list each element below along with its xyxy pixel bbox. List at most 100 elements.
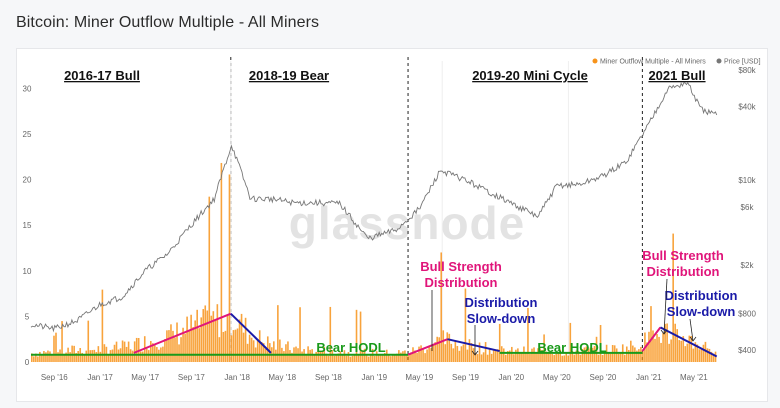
outflow-bar <box>563 355 566 362</box>
outflow-bar <box>91 350 94 362</box>
outflow-bar <box>135 337 138 362</box>
outflow-bar <box>107 354 110 362</box>
outflow-bar <box>186 316 188 362</box>
outflow-bar <box>494 349 497 362</box>
annotation-text: Bull Strength <box>420 259 502 274</box>
outflow-bar <box>551 353 553 362</box>
era-title: 2021 Bull <box>648 68 705 83</box>
outflow-bar <box>527 307 529 362</box>
outflow-bar <box>31 353 33 362</box>
outflow-bar <box>442 330 445 362</box>
outflow-bar <box>561 355 564 362</box>
outflow-bar <box>85 350 88 362</box>
outflow-bar <box>662 332 664 362</box>
outflow-bar <box>424 353 426 362</box>
outflow-bar <box>583 347 586 362</box>
annotation-text: Slow-down <box>667 304 736 319</box>
outflow-bar <box>327 355 330 362</box>
outflow-bar <box>404 350 406 362</box>
outflow-bar <box>502 348 505 362</box>
outflow-bar <box>406 354 408 362</box>
outflow-bar <box>164 339 166 362</box>
outflow-bar <box>329 306 332 362</box>
outflow-bar <box>101 289 104 362</box>
outflow-bar <box>273 341 275 362</box>
outflow-bar <box>33 356 35 362</box>
outflow-bar <box>492 349 495 362</box>
outflow-bar <box>367 356 370 362</box>
outflow-bar <box>392 354 394 362</box>
outflow-bar <box>454 341 457 362</box>
outflow-bar <box>680 340 683 362</box>
outflow-bar <box>69 352 71 362</box>
trend-line <box>133 312 232 354</box>
y-left-tick-label: 20 <box>23 176 32 185</box>
outflow-bar <box>587 348 590 362</box>
outflow-bar <box>696 344 699 362</box>
outflow-bar <box>154 344 156 362</box>
outflow-bar <box>283 351 285 362</box>
outflow-bar <box>428 346 430 362</box>
annotation-text: Bull Strength <box>642 248 724 263</box>
outflow-bar <box>361 350 364 362</box>
outflow-bar <box>511 346 513 362</box>
outflow-bar <box>597 354 600 362</box>
outflow-bar <box>299 307 301 362</box>
outflow-bar <box>99 351 102 362</box>
chart-container: glassnode Sep '16 Jan '17 May '17 Sep '17 Jan… <box>16 48 768 402</box>
x-tick-label: Sep '19 <box>452 373 479 382</box>
outflow-bar <box>230 335 233 362</box>
outflow-bar <box>521 353 523 362</box>
outflow-bar <box>559 349 562 362</box>
outflow-bar <box>468 339 471 362</box>
y-right-tick-label: $800 <box>738 310 756 319</box>
outflow-bar <box>529 353 531 362</box>
outflow-bar <box>351 355 354 362</box>
outflow-bar <box>702 344 705 362</box>
outflow-bar <box>81 352 84 362</box>
trend-line <box>659 326 718 358</box>
outflow-bar <box>182 327 184 362</box>
outflow-bar <box>373 355 376 362</box>
outflow-bar <box>390 356 392 362</box>
outflow-bar <box>666 323 668 362</box>
outflow-bar <box>277 305 279 362</box>
annotation-text: Slow-down <box>467 311 536 326</box>
outflow-bar <box>212 311 215 362</box>
outflow-bar <box>180 337 182 362</box>
outflow-bar <box>315 351 317 362</box>
outflow-bar <box>57 352 59 362</box>
outflow-bar <box>418 346 420 362</box>
outflow-bar <box>575 350 578 362</box>
outflow-bar <box>708 348 711 362</box>
outflow-bar <box>353 353 356 362</box>
outflow-bar <box>210 315 213 362</box>
outflow-bar <box>678 340 681 362</box>
annotation-text: Distribution <box>425 275 498 290</box>
outflow-bar <box>654 338 656 362</box>
outflow-bar <box>65 352 67 362</box>
outflow-bar <box>208 196 211 362</box>
outflow-bar <box>234 329 237 362</box>
outflow-bar <box>115 341 118 362</box>
y-left-tick-label: 15 <box>23 221 32 230</box>
outflow-bar <box>446 332 449 362</box>
outflow-bar <box>694 342 697 362</box>
outflow-bar <box>515 349 517 362</box>
outflow-bar <box>601 354 604 362</box>
outflow-bar <box>640 346 642 362</box>
outflow-bar <box>194 320 196 362</box>
outflow-bar <box>706 348 709 362</box>
outflow-bar <box>343 350 346 362</box>
outflow-bar <box>460 346 463 362</box>
outflow-bar <box>341 354 344 362</box>
outflow-bar <box>595 336 598 362</box>
outflow-bar <box>456 345 459 362</box>
outflow-bar <box>188 330 190 362</box>
outflow-bar <box>218 337 221 362</box>
outflow-bar <box>41 354 43 362</box>
y-right-tick-label: $40k <box>738 103 756 112</box>
outflow-bar <box>450 343 453 362</box>
x-tick-label: Jan '20 <box>499 373 525 382</box>
outflow-bar <box>111 349 114 362</box>
